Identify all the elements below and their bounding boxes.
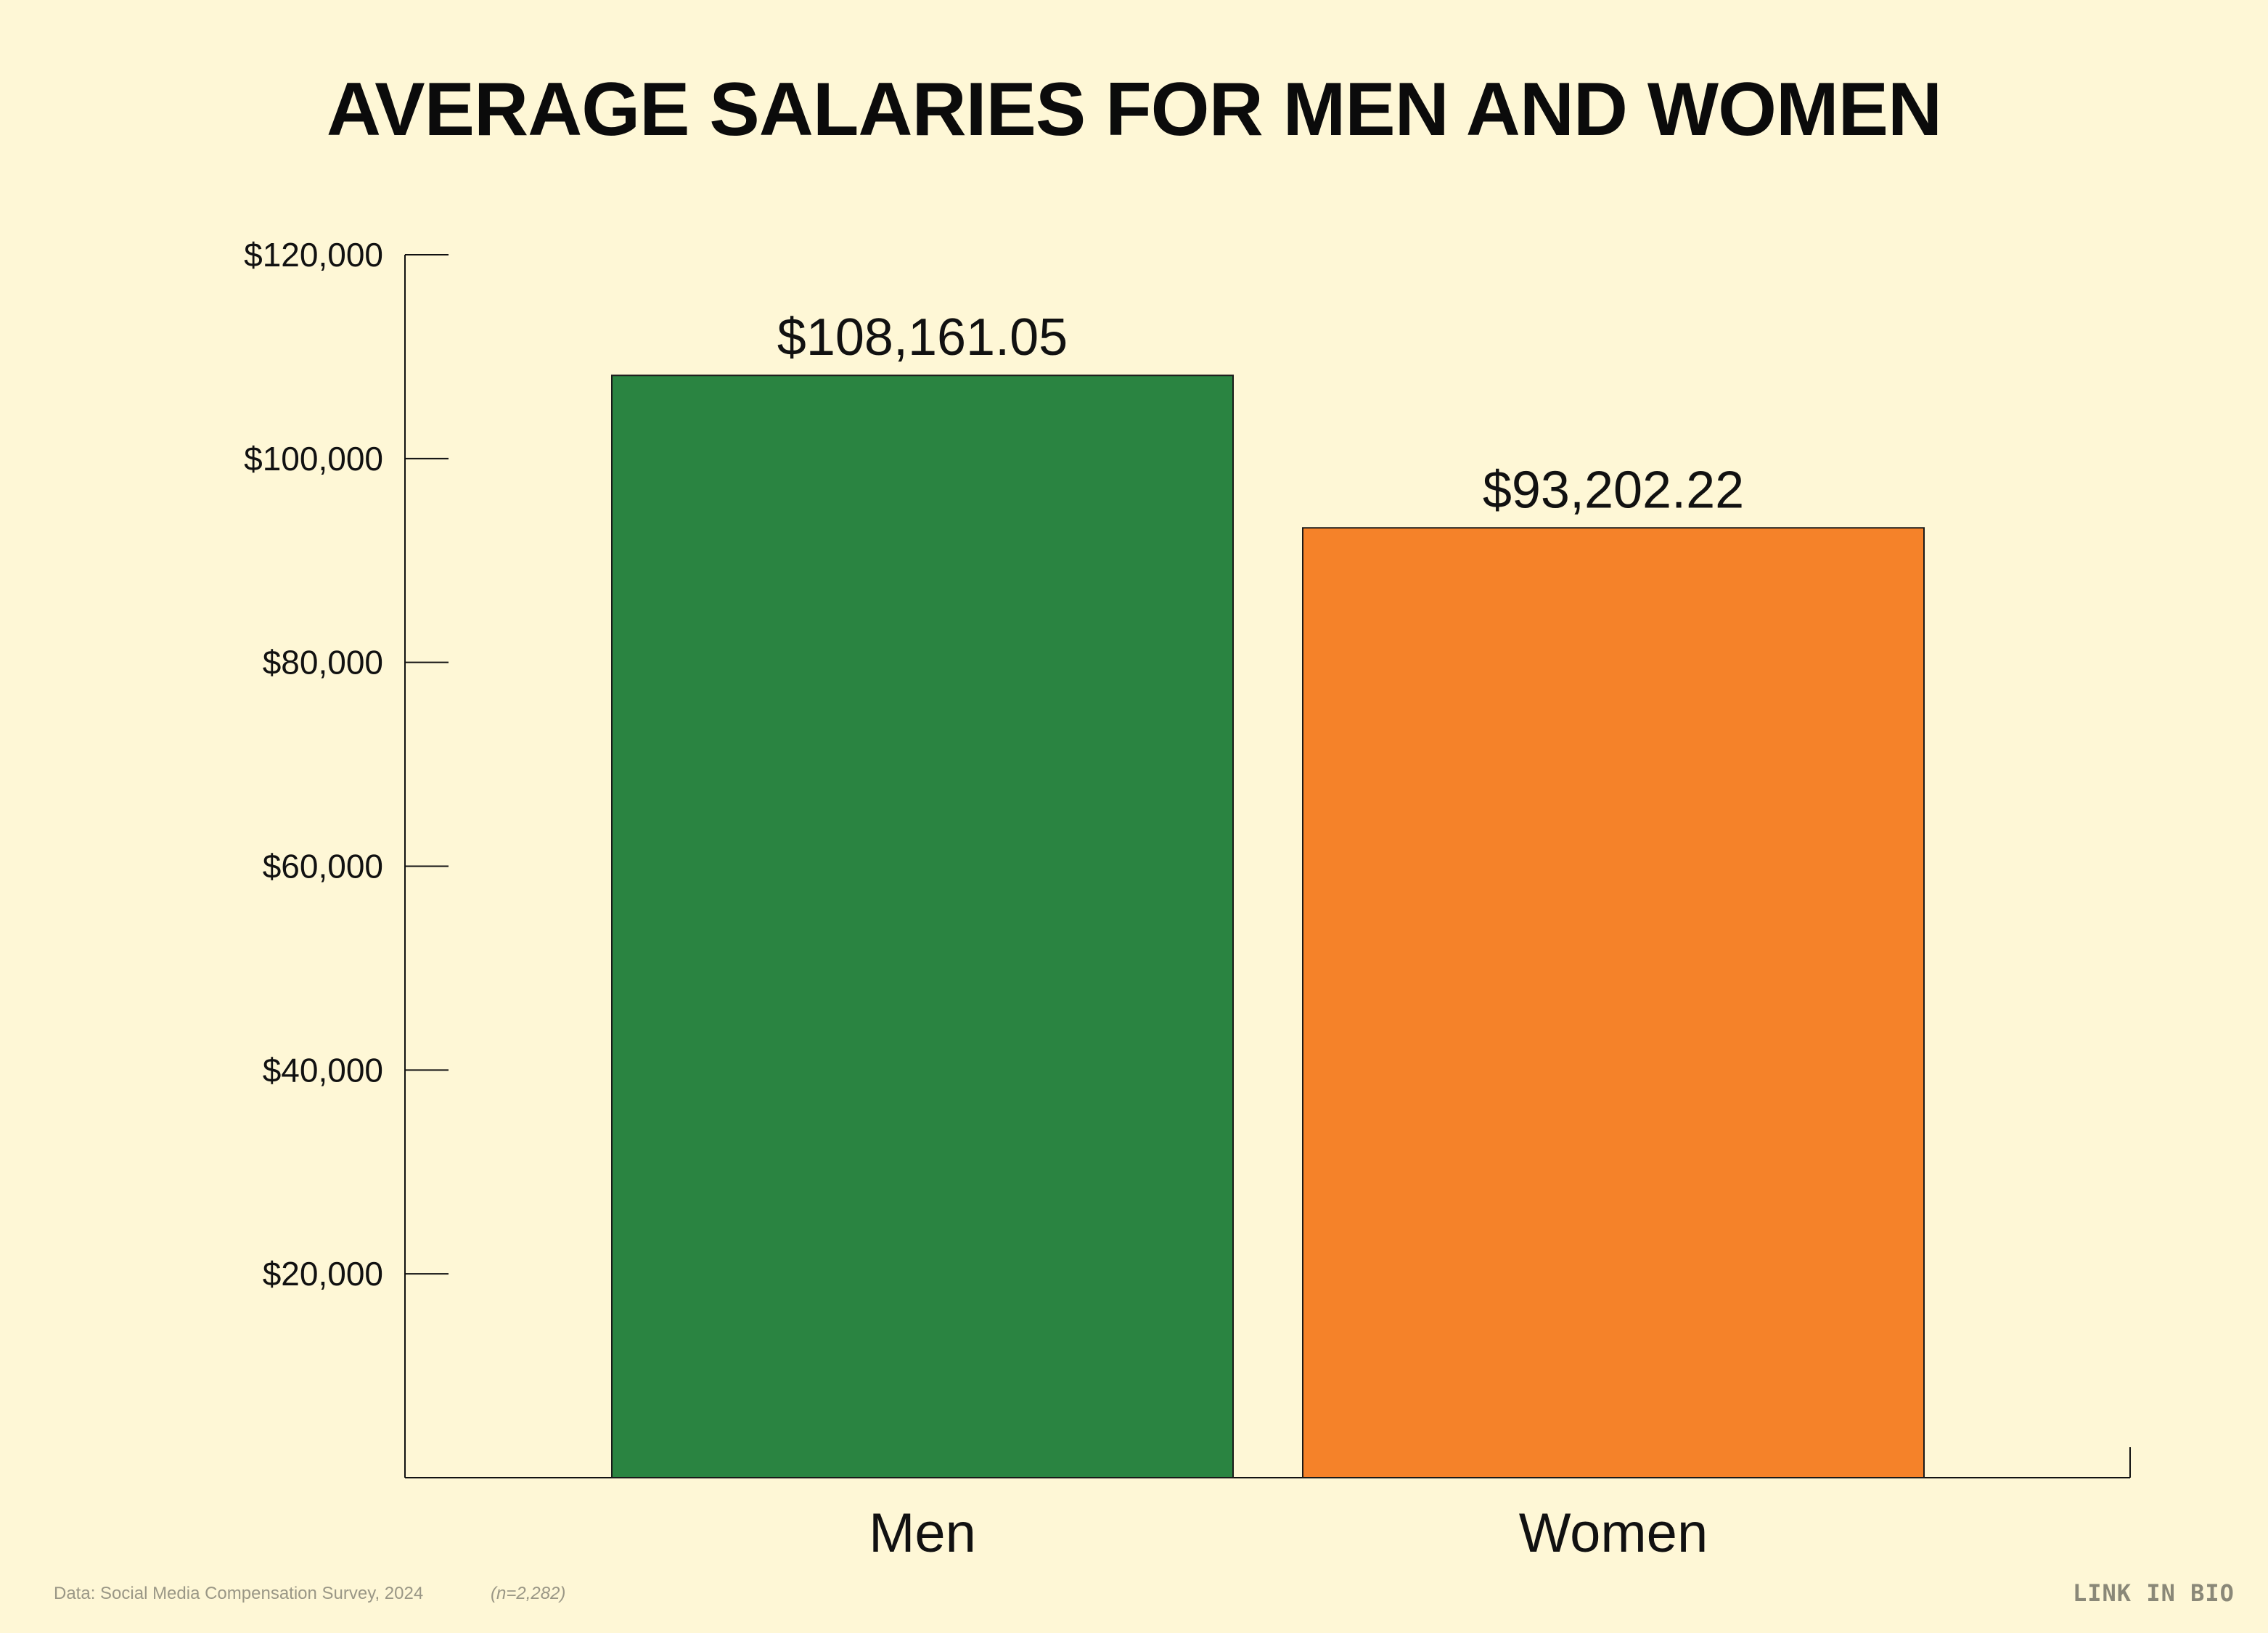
x-category-label: Men <box>869 1502 976 1564</box>
chart-title: AVERAGE SALARIES FOR MEN AND WOMEN <box>326 67 1942 152</box>
bar-value-label: $108,161.05 <box>777 308 1068 367</box>
y-tick-label: $120,000 <box>244 236 383 274</box>
y-tick-label: $20,000 <box>263 1255 383 1293</box>
y-tick-label: $60,000 <box>263 848 383 885</box>
sample-size-note: (n=2,282) <box>491 1584 566 1603</box>
brand-logo: LINK IN BIO <box>2073 1579 2235 1607</box>
bar-men <box>611 375 1234 1478</box>
bar-value-label: $93,202.22 <box>1483 461 1744 519</box>
x-category-label: Women <box>1519 1502 1708 1564</box>
y-tick-label: $40,000 <box>263 1051 383 1089</box>
data-source-note: Data: Social Media Compensation Survey, … <box>54 1584 424 1603</box>
bar-women <box>1302 527 1925 1478</box>
y-tick-label: $100,000 <box>244 440 383 478</box>
y-tick-label: $80,000 <box>263 644 383 682</box>
